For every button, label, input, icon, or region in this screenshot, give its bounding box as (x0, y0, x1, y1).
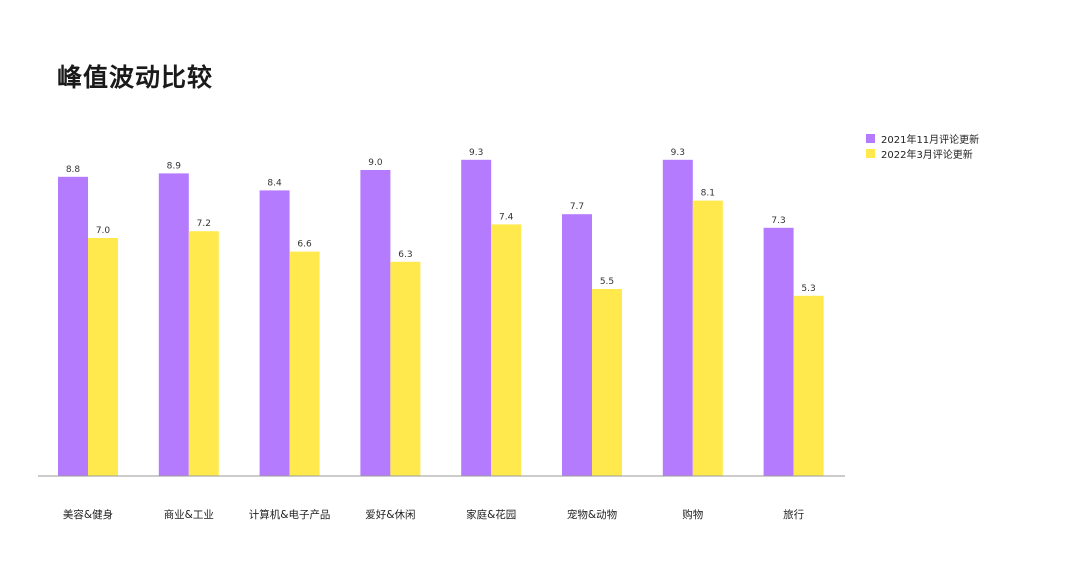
value-label-2022-6: 8.1 (701, 189, 715, 199)
bar-2022-5 (592, 289, 622, 476)
bar-2021-2 (259, 190, 290, 476)
bar-2022-2 (289, 251, 320, 476)
category-label-0: 美容&健身 (63, 508, 113, 521)
value-label-2022-2: 6.6 (297, 240, 312, 250)
bar-2021-6 (662, 159, 693, 477)
legend: 2021年11月评论更新 2022年3月评论更新 (866, 131, 979, 161)
bar-2021-4 (461, 159, 492, 477)
value-label-2022-0: 7.0 (96, 226, 111, 236)
bar-2022-0 (88, 238, 118, 476)
chart-title: 峰值波动比较 (57, 63, 214, 92)
value-label-2021-2: 8.4 (267, 178, 282, 188)
bar-2022-7 (793, 295, 824, 476)
value-label-2021-7: 7.3 (771, 216, 785, 226)
legend-item-2021: 2021年11月评论更新 (866, 131, 979, 146)
value-label-2021-4: 9.3 (469, 148, 483, 158)
category-label-2: 计算机&电子产品 (249, 508, 331, 521)
legend-swatch-2022 (866, 149, 875, 158)
value-label-2021-3: 9.0 (368, 158, 383, 168)
bar-2022-1 (188, 231, 219, 476)
value-label-2022-4: 7.4 (499, 212, 514, 222)
value-label-2022-5: 5.5 (600, 277, 614, 287)
legend-label-2022: 2022年3月评论更新 (881, 150, 973, 161)
category-label-7: 旅行 (783, 508, 804, 521)
bar-2021-0 (58, 176, 88, 477)
legend-item-2022: 2022年3月评论更新 (866, 146, 979, 161)
bar-2022-4 (491, 224, 522, 476)
category-label-4: 家庭&花园 (466, 508, 516, 521)
value-label-2021-1: 8.9 (167, 161, 182, 171)
bar-2021-7 (763, 227, 794, 476)
category-label-1: 商业&工业 (164, 508, 214, 521)
bar-2021-3 (360, 170, 391, 476)
bar-2022-6 (692, 200, 723, 476)
bar-2022-3 (390, 261, 421, 476)
value-label-2021-5: 7.7 (570, 202, 584, 212)
value-label-2021-6: 9.3 (671, 148, 685, 158)
legend-label-2021: 2021年11月评论更新 (881, 135, 980, 146)
bar-2021-5 (562, 214, 592, 476)
labels-group: 8.8 7.0 美容&健身 8.9 7.2 商业&工业 8.4 6.6 计算机&电子产品 9.0 6… (63, 148, 816, 521)
category-label-6: 购物 (682, 508, 703, 521)
bars-group (58, 159, 824, 477)
category-label-5: 宠物&动物 (567, 508, 617, 521)
legend-swatch-2021 (866, 134, 875, 143)
value-label-2022-7: 5.3 (801, 284, 815, 294)
value-label-2022-3: 6.3 (398, 250, 412, 260)
value-label-2021-0: 8.8 (66, 165, 81, 175)
bar-2021-1 (158, 173, 189, 476)
value-label-2022-1: 7.2 (197, 219, 211, 229)
category-label-3: 爱好&休闲 (365, 508, 415, 521)
